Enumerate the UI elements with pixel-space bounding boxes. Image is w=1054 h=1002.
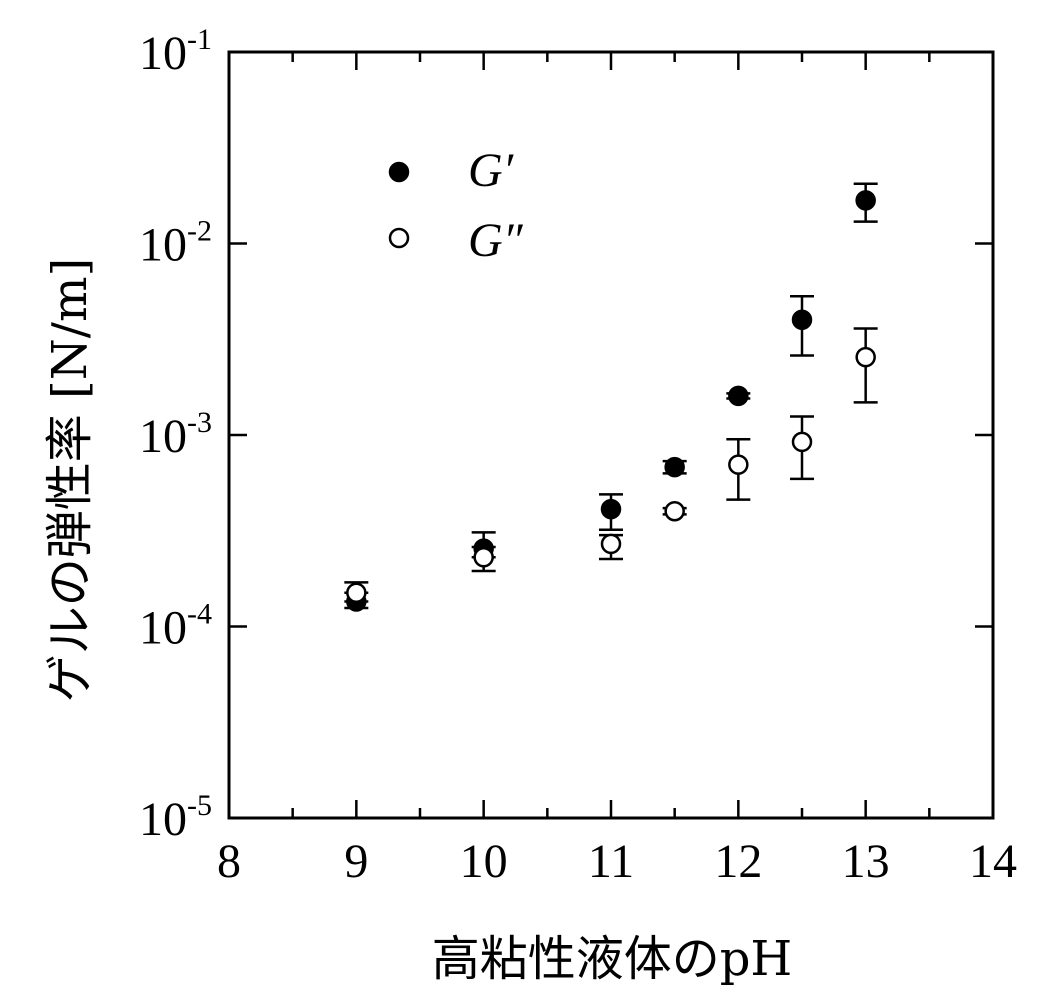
y-tick-base: 10 [139,27,187,80]
y-tick-exponent: -1 [187,23,212,56]
y-tick-exponent: -5 [187,789,212,822]
y-tick-label: 10-2 [139,215,212,272]
x-tick-label: 10 [460,835,508,888]
data-point-g-double-prime [346,582,367,604]
y-axis-title: ゲルの弾性率 [N/m] [42,258,98,702]
legend-label-g-prime: G′ [468,144,515,197]
data-markers [346,190,876,612]
legend-marker-filled [388,161,410,183]
data-point-g-double-prime [855,346,876,368]
x-tick-label: 14 [969,835,1017,888]
x-axis-tick-labels: 8 9 10 11 12 13 14 [217,835,1017,888]
x-tick-label: 13 [842,835,890,888]
data-point-g-prime [855,190,876,211]
y-tick-label: 10-4 [139,598,212,655]
data-point-g-prime [664,456,685,478]
data-point-g-double-prime [600,533,622,555]
y-tick-base: 10 [139,219,187,272]
x-tick-label: 9 [344,835,368,888]
y-tick-label: 10-3 [139,406,212,463]
y-tick-label: 10-1 [139,23,212,80]
x-tick-label: 12 [714,835,762,888]
data-point-g-prime [728,385,749,407]
legend: G′ G″ [388,144,524,267]
y-tick-exponent: -2 [187,215,212,248]
legend-marker-open [388,227,410,249]
y-tick-exponent: -3 [187,406,212,439]
y-tick-base: 10 [139,602,187,655]
x-tick-label: 8 [217,835,241,888]
data-point-g-double-prime [664,500,685,522]
data-point-g-double-prime [473,546,494,568]
data-point-g-double-prime [728,454,749,475]
x-axis-title: 高粘性液体のpH [432,931,793,987]
y-tick-exponent: -4 [187,598,212,631]
data-point-g-prime [791,309,813,330]
plot-axes [227,50,995,820]
data-point-g-prime [600,498,622,520]
data-point-g-double-prime [791,431,813,453]
y-tick-base: 10 [139,793,187,846]
legend-label-g-double-prime: G″ [468,214,524,267]
y-axis-tick-labels: 10-510-410-310-210-1 [139,23,212,846]
plot-frame [227,50,995,820]
y-tick-label: 10-5 [139,789,212,846]
y-tick-base: 10 [139,410,187,463]
x-tick-label: 11 [588,835,634,888]
